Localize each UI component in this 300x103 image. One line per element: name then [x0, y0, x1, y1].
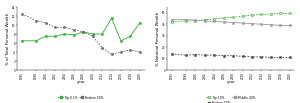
Legend: Top 0.1%, Bottom 50%: Top 0.1%, Bottom 50%	[58, 95, 104, 99]
X-axis label: year: year	[76, 80, 85, 84]
Y-axis label: % National Personal Wealth: % National Personal Wealth	[156, 12, 160, 66]
X-axis label: year: year	[226, 80, 235, 84]
Y-axis label: % of Total Personal Wealth: % of Total Personal Wealth	[6, 12, 10, 65]
Legend: Top 10%, Bottom 50%, Middle 40%: Top 10%, Bottom 50%, Middle 40%	[206, 95, 256, 103]
